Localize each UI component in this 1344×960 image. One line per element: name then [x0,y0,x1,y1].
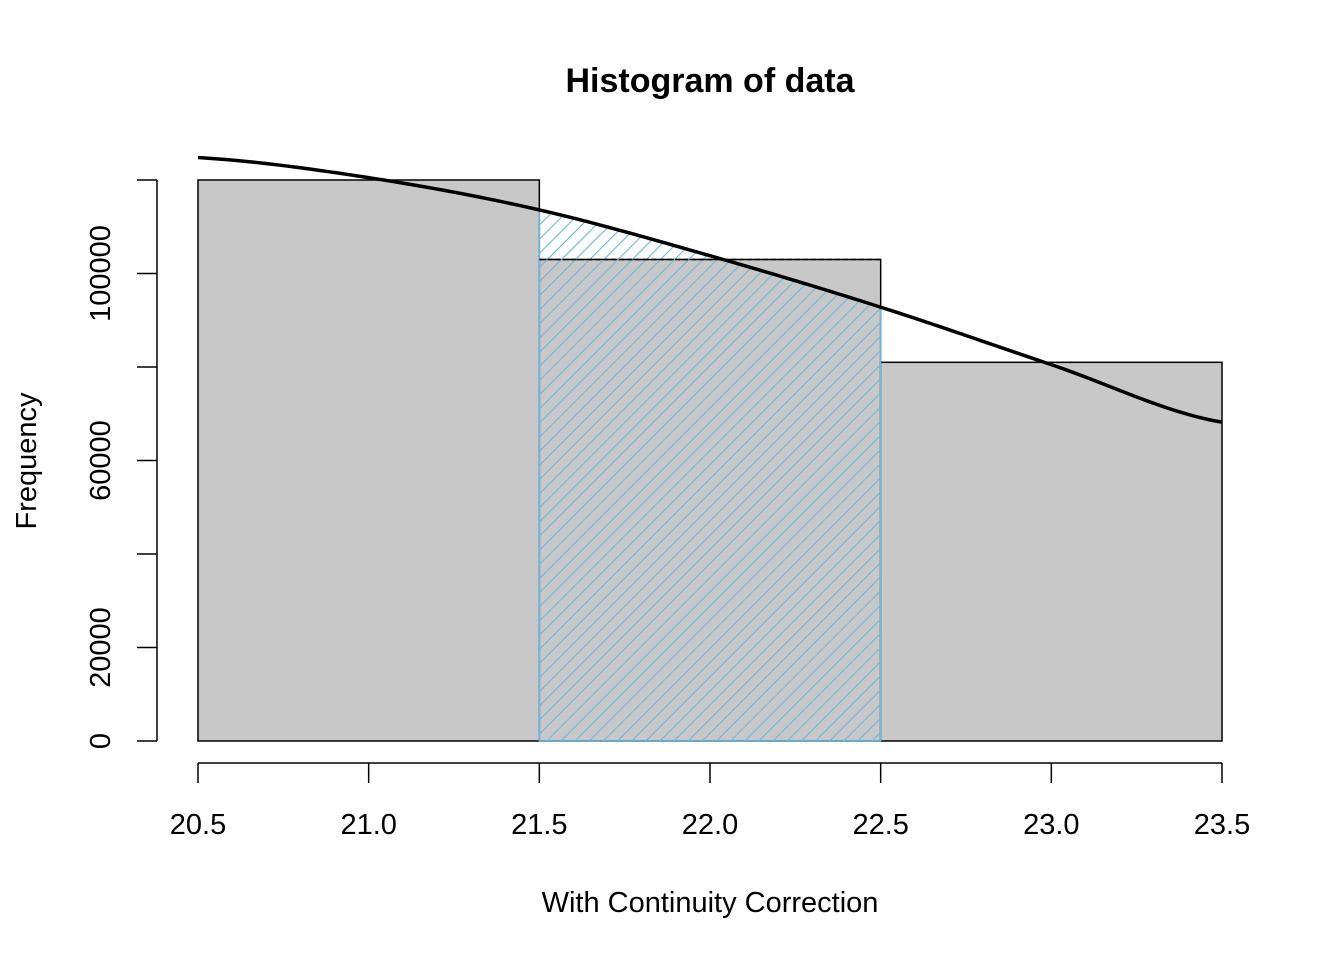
x-axis-label: With Continuity Correction [542,887,879,919]
y-tick-label: 20000 [85,607,117,688]
x-tick-label: 22.5 [852,809,908,841]
x-tick-label: 21.0 [340,809,396,841]
x-axis: 20.5 21.0 21.5 22.0 22.5 23.0 23.5 [170,762,1250,841]
y-axis: 0 20000 60000 100000 [85,179,158,749]
x-tick-label: 23.5 [1194,809,1250,841]
histogram-bar-3 [879,361,1223,742]
y-tick-label: 60000 [85,420,117,501]
density-curve [197,155,1223,424]
x-tick-label: 23.0 [1023,809,1079,841]
y-tick-label: 100000 [85,225,117,322]
x-tick-label: 21.5 [511,809,567,841]
x-tick-label: 22.0 [682,809,738,841]
chart-title: Histogram of data [565,62,855,100]
x-tick-label: 20.5 [170,809,226,841]
y-axis-label: Frequency [11,392,43,530]
histogram-bar-1 [197,179,541,742]
y-tick-label: 0 [85,733,117,749]
density-curve-line [197,155,1223,424]
